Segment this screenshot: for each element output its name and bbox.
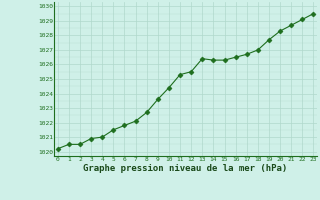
X-axis label: Graphe pression niveau de la mer (hPa): Graphe pression niveau de la mer (hPa) [84,164,288,173]
